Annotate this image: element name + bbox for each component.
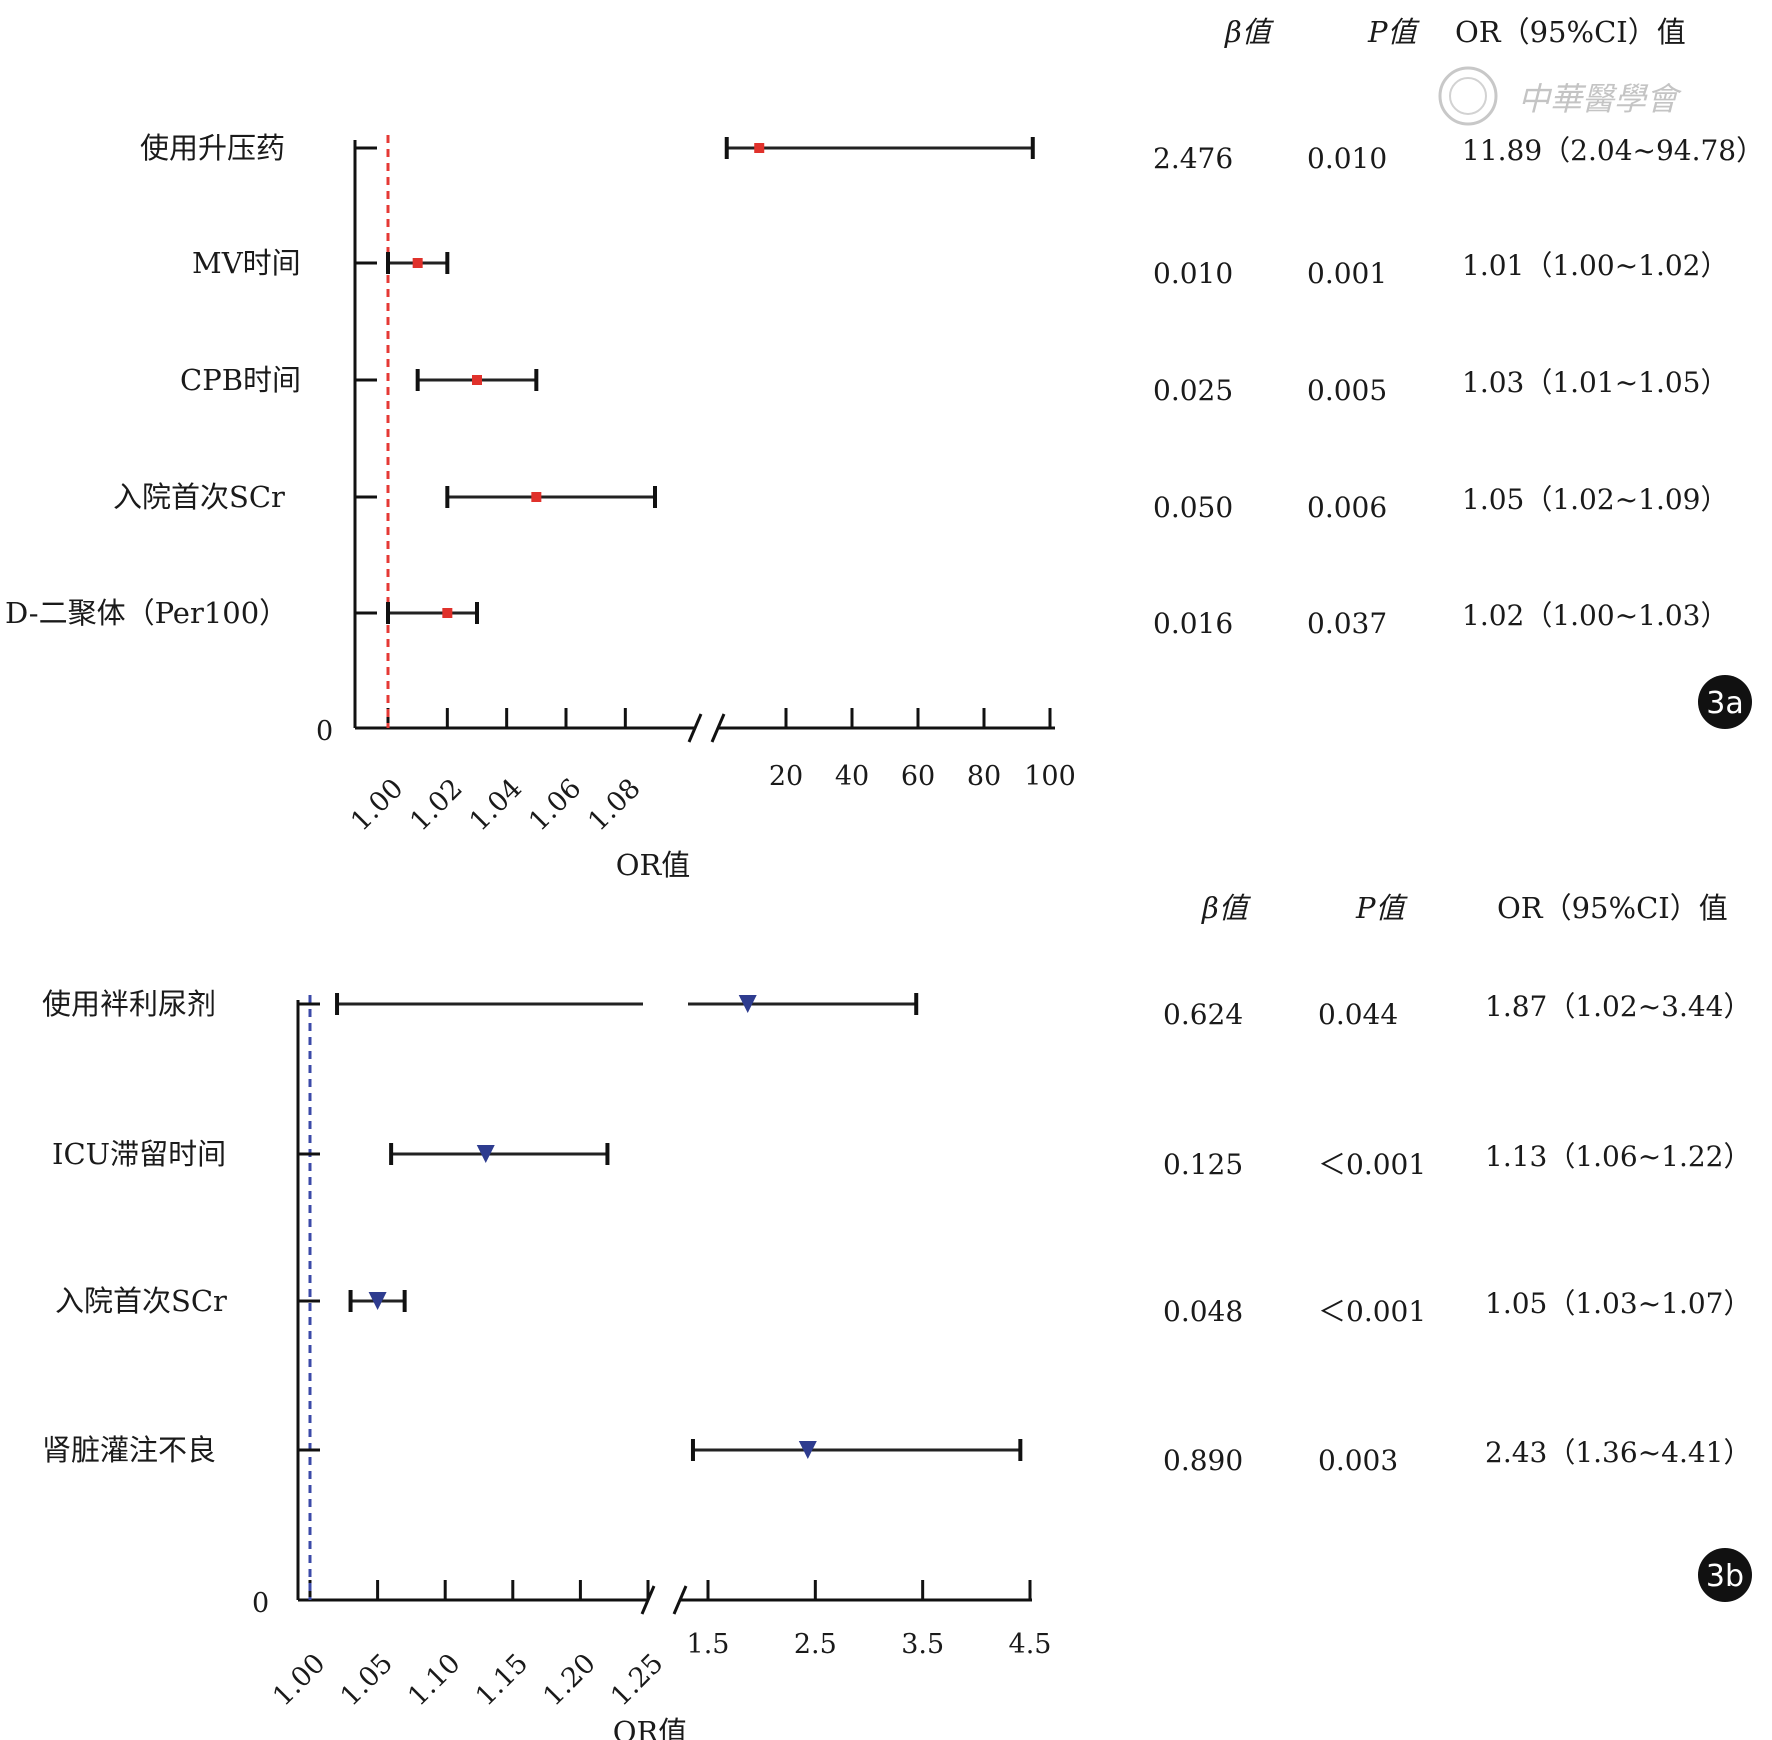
panel-badge-label: 3a — [1706, 686, 1743, 721]
row-label: 肾脏灌注不良 — [42, 1433, 216, 1467]
x-tick-label-2-2: 3.5 — [901, 1629, 944, 1660]
row-label: 使用升压药 — [140, 131, 285, 165]
forest-row: ICU滞留时间 0.125 ＜0.001 1.13（1.06~1.22） — [52, 1137, 1752, 1181]
x-tick-label-2-0: 1.5 — [687, 1629, 730, 1660]
row-or-value: 1.03（1.01~1.05） — [1462, 366, 1729, 399]
row-p-value: 0.006 — [1307, 491, 1387, 524]
row-p-value: 0.003 — [1318, 1444, 1398, 1477]
watermark-text: 中華醫學會 — [1518, 80, 1682, 118]
x-tick-label-1-2: 1.10 — [402, 1648, 466, 1712]
row-p-value: 0.001 — [1307, 257, 1387, 290]
axis-break-mark-1 — [687, 713, 703, 743]
x-tick-label-1-0: 1.00 — [345, 773, 409, 837]
forest-row: D-二聚体（Per100） 0.016 0.037 1.02（1.00~1.03） — [5, 596, 1729, 640]
x-tick-label-2-0: 20 — [769, 761, 803, 792]
x-tick-label-2-3: 4.5 — [1009, 1629, 1052, 1660]
watermark-seal-icon — [1438, 66, 1498, 126]
row-beta-value: 0.025 — [1153, 374, 1233, 407]
x-tick-label-2-3: 80 — [967, 761, 1001, 792]
or-point-marker — [476, 1145, 495, 1163]
origin-label: 0 — [316, 716, 333, 747]
x-tick-label-1-1: 1.05 — [335, 1648, 399, 1712]
x-tick-label-1-0: 1.00 — [267, 1648, 331, 1712]
axis-break-mark-2 — [672, 1585, 688, 1615]
or-point-marker — [754, 143, 765, 153]
x-tick-label-1-2: 1.04 — [464, 773, 528, 837]
row-or-value: 1.13（1.06~1.22） — [1485, 1140, 1752, 1173]
x-tick-label-2-1: 40 — [835, 761, 869, 792]
row-label: 使用袢利尿剂 — [42, 987, 216, 1021]
or-point-marker — [798, 1441, 817, 1459]
header-p: P值 — [1355, 891, 1409, 925]
forest-row: 使用升压药 2.476 0.010 11.89（2.04~94.78） — [140, 131, 1764, 175]
row-p-value: 0.037 — [1307, 607, 1387, 640]
row-beta-value: 0.010 — [1153, 257, 1233, 290]
forest-row: 入院首次SCr 0.048 ＜0.001 1.05（1.03~1.07） — [55, 1284, 1752, 1328]
x-tick-label-1-4: 1.08 — [582, 773, 646, 837]
origin-label: 0 — [252, 1588, 269, 1619]
row-or-value: 1.02（1.00~1.03） — [1462, 599, 1729, 632]
row-label: CPB时间 — [180, 363, 301, 397]
watermark-logo: 中華醫學會 — [1438, 66, 1682, 126]
header-p: P值 — [1367, 15, 1421, 49]
x-tick-label-2-2: 60 — [901, 761, 935, 792]
or-point-marker — [738, 995, 757, 1013]
row-p-value: ＜0.001 — [1318, 1295, 1426, 1328]
or-point-marker — [412, 258, 423, 268]
row-label: 入院首次SCr — [113, 480, 285, 514]
panel-badge — [1698, 1548, 1752, 1602]
row-beta-value: 2.476 — [1153, 142, 1233, 175]
row-beta-value: 0.890 — [1163, 1444, 1243, 1477]
forest-row: CPB时间 0.025 0.005 1.03（1.01~1.05） — [180, 363, 1729, 407]
forest-row: 入院首次SCr 0.050 0.006 1.05（1.02~1.09） — [113, 480, 1729, 524]
header-or: OR（95%CI）值 — [1497, 891, 1728, 925]
row-label: D-二聚体（Per100） — [5, 596, 288, 630]
panel-badge — [1698, 675, 1752, 729]
row-beta-value: 0.048 — [1163, 1295, 1243, 1328]
row-or-value: 1.05（1.02~1.09） — [1462, 483, 1729, 516]
or-point-marker — [531, 492, 542, 502]
x-tick-label-1-3: 1.15 — [470, 1648, 534, 1712]
header-beta: β值 — [1201, 891, 1252, 925]
row-or-value: 1.05（1.03~1.07） — [1485, 1287, 1752, 1320]
or-point-marker — [368, 1292, 387, 1310]
panel-badge-label: 3b — [1706, 1559, 1744, 1594]
row-beta-value: 0.016 — [1153, 607, 1233, 640]
or-point-marker — [442, 608, 453, 618]
watermark-seal-inner — [1449, 77, 1487, 115]
x-tick-label-2-1: 2.5 — [794, 1629, 837, 1660]
or-point-marker — [472, 375, 482, 385]
row-beta-value: 0.624 — [1163, 998, 1243, 1031]
forest-row: 使用袢利尿剂 0.624 0.044 1.87（1.02~3.44） — [42, 987, 1752, 1031]
header-or: OR（95%CI）值 — [1455, 15, 1686, 49]
axis-break-mark-2 — [710, 713, 726, 743]
row-or-value: 11.89（2.04~94.78） — [1462, 134, 1764, 167]
row-p-value: 0.005 — [1307, 374, 1387, 407]
row-label: MV时间 — [192, 246, 301, 280]
x-tick-label-2-4: 100 — [1024, 761, 1076, 792]
x-axis-label: OR值 — [616, 848, 691, 882]
row-label: ICU滞留时间 — [52, 1137, 226, 1171]
row-or-value: 1.01（1.00~1.02） — [1462, 249, 1729, 282]
row-label: 入院首次SCr — [55, 1284, 227, 1318]
row-beta-value: 0.125 — [1163, 1148, 1243, 1181]
x-tick-label-1-4: 1.20 — [537, 1648, 601, 1712]
row-p-value: 0.010 — [1307, 142, 1387, 175]
row-p-value: 0.044 — [1318, 998, 1398, 1031]
x-tick-label-1-3: 1.06 — [523, 773, 587, 837]
forest-panel-3b: β值 P值 OR（95%CI）值 0 1.00 1.05 1.10 1.15 1.20 1.25 1… — [42, 891, 1752, 1740]
row-or-value: 1.87（1.02~3.44） — [1485, 990, 1752, 1023]
x-axis-label: OR值 — [613, 1715, 688, 1740]
row-p-value: ＜0.001 — [1318, 1148, 1426, 1181]
forest-row: 肾脏灌注不良 0.890 0.003 2.43（1.36~4.41） — [42, 1433, 1752, 1477]
row-beta-value: 0.050 — [1153, 491, 1233, 524]
row-or-value: 2.43（1.36~4.41） — [1485, 1436, 1752, 1469]
x-tick-label-1-1: 1.02 — [404, 773, 468, 837]
header-beta: β值 — [1224, 15, 1275, 49]
x-tick-label-1-5: 1.25 — [605, 1648, 669, 1712]
forest-panel-3a: β值 P值 OR（95%CI）值 0 1.001.021.041.061.08 20 40 6… — [5, 15, 1764, 882]
forest-row: MV时间 0.010 0.001 1.01（1.00~1.02） — [192, 246, 1729, 290]
